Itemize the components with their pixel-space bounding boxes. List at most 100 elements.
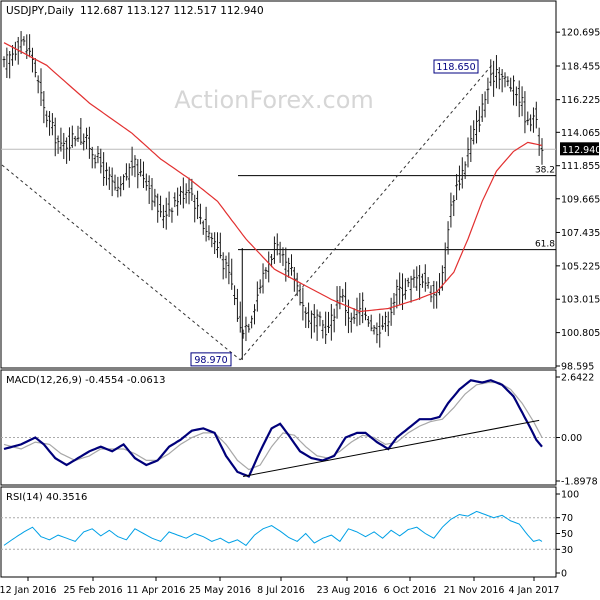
ohlc-bar [87, 126, 91, 159]
ohlc-bar [460, 157, 464, 189]
ohlc-bar [452, 195, 456, 217]
ohlc-bar [472, 120, 476, 145]
ohlc-bar [466, 137, 470, 168]
ohlc-bar [534, 101, 538, 129]
current-price-box [560, 142, 599, 156]
ohlc-bar [107, 166, 111, 190]
ohlc-bar [199, 203, 202, 225]
ohlc-bar [164, 197, 168, 230]
ohlc-bar [127, 163, 131, 188]
ohlc-bar [76, 125, 80, 142]
ohlc-bar [142, 161, 145, 189]
ohlc-bar [540, 138, 544, 165]
ohlc-bar [236, 288, 239, 322]
x-tick-label: 25 Feb 2016 [63, 585, 122, 596]
ohlc-bar [523, 91, 527, 134]
ohlc-bar [184, 183, 188, 204]
ohlc-bar [218, 232, 222, 259]
ohlc-bar [332, 308, 336, 333]
ohlc-bar [90, 146, 94, 169]
ohlc-bar [270, 254, 273, 268]
ohlc-bar [458, 165, 461, 191]
ohlc-bar [512, 75, 515, 106]
ohlc-bar [352, 308, 356, 324]
macd-chart-title: MACD(12,26,9) -0.4554 -0.0613 [6, 375, 166, 386]
ohlc-bar [384, 311, 387, 332]
ohlc-bar [136, 159, 140, 189]
ohlc-bar [477, 106, 481, 133]
macd-y-tick-label: -1.8978 [561, 477, 598, 488]
x-tick-label: 11 Apr 2016 [127, 585, 186, 596]
ohlc-bar [113, 174, 117, 191]
ohlc-bar [475, 110, 478, 144]
ohlc-bar [506, 76, 510, 87]
ohlc-bar [176, 187, 180, 216]
price-y-tick-label: 98.595 [561, 362, 594, 373]
ohlc-bar [5, 47, 9, 79]
ohlc-bar [11, 45, 14, 66]
ohlc-bar [102, 152, 106, 186]
ohlc-bar [2, 56, 6, 68]
dashed-trendline-up [239, 62, 494, 361]
ohlc-bar [409, 275, 413, 303]
price-y-tick-label: 103.015 [561, 295, 600, 306]
ohlc-bar [406, 277, 410, 288]
ohlc-bar [281, 247, 285, 267]
ohlc-bar [201, 220, 205, 235]
ohlc-bar [358, 292, 362, 326]
price-y-tick-label: 116.225 [561, 95, 600, 106]
ohlc-bar [68, 127, 71, 161]
ohlc-bar [375, 322, 379, 344]
ohlc-bar [378, 313, 382, 348]
low-label-box [190, 352, 232, 367]
ohlc-bar [210, 232, 214, 248]
ohlc-bar [179, 186, 182, 205]
ohlc-bar [19, 31, 23, 54]
ohlc-bar [130, 146, 134, 176]
ohlc-bar [255, 281, 259, 312]
ohlc-bar [532, 107, 535, 133]
ohlc-bar [48, 111, 51, 136]
ohlc-bar [443, 242, 447, 282]
ohlc-bar [517, 80, 521, 118]
ohlc-bar [241, 329, 245, 339]
ohlc-bar [421, 273, 424, 288]
ohlc-bar [278, 241, 282, 263]
ohlc-bar [53, 117, 57, 157]
ohlc-bar [273, 236, 276, 264]
ohlc-bar [529, 114, 533, 132]
ohlc-bar [244, 316, 248, 342]
ohlc-bar [258, 279, 262, 294]
macd-trendline [243, 419, 540, 477]
ohlc-bar [318, 311, 322, 327]
ohlc-bar [275, 233, 279, 256]
rsi-y-tick-label: 0 [561, 569, 567, 580]
ohlc-bar [85, 127, 88, 150]
ohlc-bar [290, 254, 293, 276]
ohlc-bar [432, 280, 436, 309]
ohlc-bar [301, 287, 305, 321]
ohlc-bar [82, 133, 86, 151]
fib-label-61-8: 61.8 [535, 240, 555, 250]
ohlc-bar [250, 315, 254, 329]
ohlc-bar [153, 188, 157, 207]
ohlc-bar [446, 221, 450, 255]
ohlc-bar [469, 125, 473, 163]
ohlc-bar [193, 194, 197, 223]
ohlc-bar [79, 118, 83, 145]
ohlc-bar [364, 307, 367, 321]
ohlc-bar [99, 148, 103, 174]
ohlc-bar [45, 110, 49, 128]
ohlc-bar [449, 192, 453, 228]
ohlc-bar [216, 232, 219, 258]
ohlc-bar [347, 299, 350, 334]
ohlc-bar [455, 174, 459, 200]
ohlc-bar [105, 162, 108, 186]
fib-label-38-2: 38.2 [535, 166, 555, 176]
ohlc-bar [28, 34, 32, 58]
ohlc-bar [42, 91, 46, 124]
ohlc-bar [295, 272, 299, 297]
ohlc-bar [324, 311, 328, 344]
ohlc-bar [221, 252, 225, 280]
